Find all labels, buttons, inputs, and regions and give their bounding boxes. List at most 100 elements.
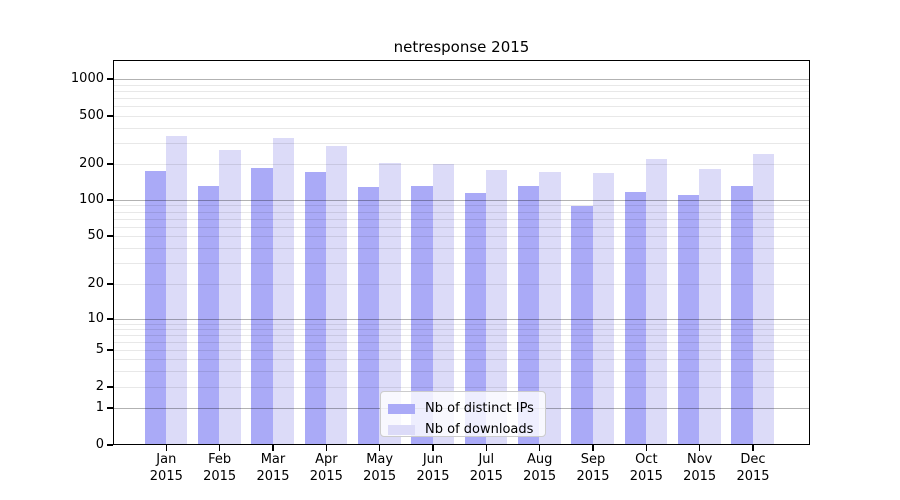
x-tick-year-feb: 2015 xyxy=(203,469,237,484)
y-tick-label-100: 100 xyxy=(79,192,104,207)
y-tick-label-20: 20 xyxy=(87,276,104,291)
y-tick-mark-1000 xyxy=(107,78,113,80)
bar-nb-of-downloads-nov xyxy=(699,169,721,444)
bar-nb-of-downloads-jul xyxy=(485,169,508,444)
legend-label-distinct-ips: Nb of distinct IPs xyxy=(425,401,534,416)
bar-nb-of-distinct-ips-nov xyxy=(677,195,700,444)
x-tick-label-jun: Jun 2015 xyxy=(406,451,460,485)
y-tick-mark-20 xyxy=(107,283,113,285)
x-tick-year-jul: 2015 xyxy=(469,469,503,484)
x-tick-label-jul: Jul 2015 xyxy=(459,451,513,485)
bar-nb-of-downloads-may xyxy=(379,163,401,444)
y-tick-label-50: 50 xyxy=(87,228,104,243)
x-tick-year-nov: 2015 xyxy=(683,469,717,484)
x-tick-mark-feb xyxy=(218,445,221,451)
x-tick-month-jan: Jan xyxy=(156,452,177,467)
y-tick-label-5: 5 xyxy=(95,342,104,357)
x-tick-label-may: May 2015 xyxy=(353,451,407,485)
x-tick-label-mar: Mar 2015 xyxy=(246,451,300,485)
x-tick-label-nov: Nov 2015 xyxy=(673,451,727,485)
x-tick-month-jun: Jun xyxy=(422,452,444,467)
x-tick-label-aug: Aug 2015 xyxy=(513,451,567,485)
x-tick-year-oct: 2015 xyxy=(629,469,663,484)
y-tick-mark-200 xyxy=(107,163,113,165)
y-tick-mark-1 xyxy=(107,407,113,409)
x-tick-month-nov: Nov xyxy=(686,452,713,467)
y-tick-label-500: 500 xyxy=(79,108,104,123)
y-tick-label-1000: 1000 xyxy=(70,71,104,86)
x-tick-month-aug: Aug xyxy=(526,452,553,467)
y-tick-label-1: 1 xyxy=(95,400,104,415)
y-tick-mark-500 xyxy=(107,115,113,117)
bar-nb-of-downloads-sep xyxy=(592,172,614,444)
plot-area xyxy=(113,60,810,445)
x-tick-month-may: May xyxy=(366,452,394,467)
x-tick-label-apr: Apr 2015 xyxy=(299,451,353,485)
bar-nb-of-downloads-jun xyxy=(432,163,454,444)
legend-item-downloads: Nb of downloads xyxy=(388,419,545,440)
y-tick-label-2: 2 xyxy=(95,379,104,394)
y-tick-label-0: 0 xyxy=(95,437,104,452)
legend: Nb of distinct IPs Nb of downloads xyxy=(380,391,546,437)
x-tick-year-jan: 2015 xyxy=(149,469,183,484)
bar-nb-of-distinct-ips-sep xyxy=(571,206,593,444)
x-tick-year-apr: 2015 xyxy=(309,469,343,484)
x-tick-year-jun: 2015 xyxy=(416,469,450,484)
legend-item-distinct-ips: Nb of distinct IPs xyxy=(388,398,545,419)
x-tick-month-dec: Dec xyxy=(740,452,766,467)
y-tick-mark-50 xyxy=(107,235,113,237)
bar-nb-of-downloads-oct xyxy=(645,159,668,444)
x-tick-year-mar: 2015 xyxy=(256,469,290,484)
x-tick-label-feb: Feb 2015 xyxy=(193,451,247,485)
bar-nb-of-downloads-jan xyxy=(165,136,188,444)
y-tick-mark-10 xyxy=(107,318,113,320)
x-tick-mark-mar xyxy=(272,445,274,451)
x-tick-label-dec: Dec 2015 xyxy=(726,451,780,485)
x-tick-month-apr: Apr xyxy=(315,452,338,467)
bar-nb-of-distinct-ips-apr xyxy=(304,172,326,444)
bar-nb-of-downloads-feb xyxy=(219,149,241,444)
x-tick-mark-oct xyxy=(645,445,648,451)
legend-swatch-distinct-ips xyxy=(388,403,415,414)
x-tick-month-feb: Feb xyxy=(208,452,232,467)
x-tick-mark-jan xyxy=(165,445,168,451)
y-tick-mark-100 xyxy=(107,199,113,201)
bar-nb-of-downloads-mar xyxy=(272,138,294,444)
y-tick-mark-5 xyxy=(107,349,113,351)
bar-nb-of-downloads-aug xyxy=(539,171,561,444)
x-tick-mark-dec xyxy=(752,445,754,451)
x-tick-mark-nov xyxy=(698,445,701,451)
y-tick-mark-0 xyxy=(107,444,113,446)
x-tick-mark-jun xyxy=(432,445,434,451)
x-tick-mark-apr xyxy=(325,445,328,451)
x-tick-mark-sep xyxy=(592,445,594,451)
bar-nb-of-distinct-ips-dec xyxy=(731,186,753,444)
x-tick-month-mar: Mar xyxy=(260,452,286,467)
y-tick-label-10: 10 xyxy=(87,311,104,326)
x-tick-mark-may xyxy=(378,445,381,451)
bar-nb-of-distinct-ips-may xyxy=(357,187,380,444)
legend-swatch-downloads xyxy=(388,424,415,435)
x-tick-year-sep: 2015 xyxy=(576,469,610,484)
bar-nb-of-distinct-ips-jan xyxy=(144,170,166,444)
bar-nb-of-distinct-ips-jul xyxy=(464,193,486,444)
bar-nb-of-distinct-ips-jun xyxy=(411,185,433,444)
x-tick-month-jul: Jul xyxy=(478,452,495,467)
bar-nb-of-distinct-ips-aug xyxy=(517,185,540,444)
x-tick-year-aug: 2015 xyxy=(523,469,557,484)
x-tick-label-jan: Jan 2015 xyxy=(139,451,193,485)
bar-nb-of-distinct-ips-oct xyxy=(624,191,646,444)
bar-nb-of-downloads-dec xyxy=(752,154,774,444)
x-tick-mark-jul xyxy=(485,445,488,451)
x-tick-mark-aug xyxy=(538,445,541,451)
x-tick-label-oct: Oct 2015 xyxy=(619,451,673,485)
x-tick-label-sep: Sep 2015 xyxy=(566,451,620,485)
x-tick-year-dec: 2015 xyxy=(736,469,770,484)
chart-title: netresponse 2015 xyxy=(393,38,530,56)
y-tick-label-200: 200 xyxy=(79,156,104,171)
y-tick-mark-2 xyxy=(107,386,113,388)
x-tick-month-sep: Sep xyxy=(580,452,606,467)
bar-nb-of-distinct-ips-feb xyxy=(197,186,220,444)
x-tick-year-may: 2015 xyxy=(363,469,397,484)
